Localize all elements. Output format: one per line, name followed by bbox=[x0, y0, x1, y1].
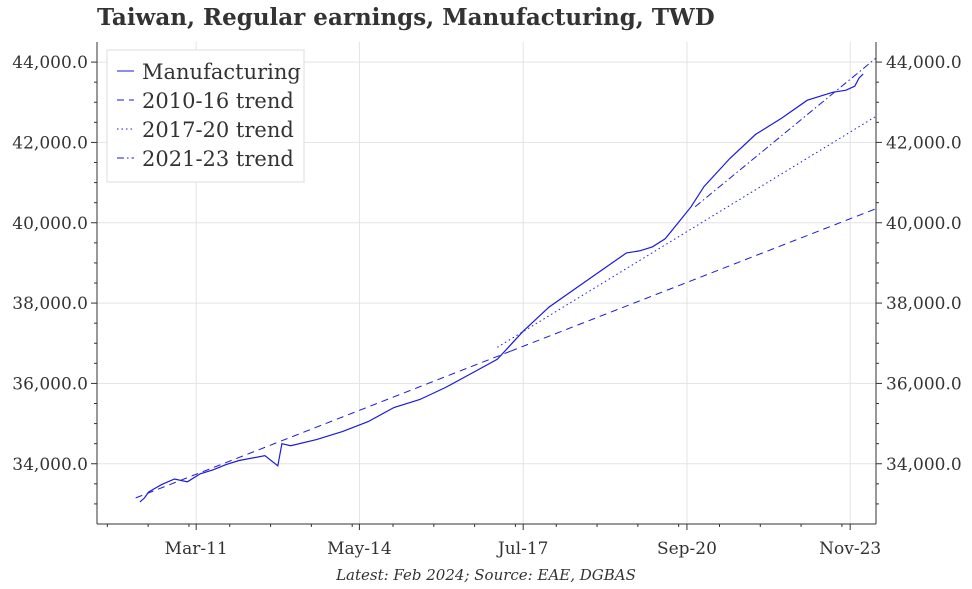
legend-label: 2021-23 trend bbox=[142, 147, 294, 171]
grid bbox=[97, 42, 876, 524]
y-tick-label-right: 40,000.0 bbox=[886, 214, 962, 234]
x-tick-label: May-14 bbox=[327, 539, 392, 559]
legend-box bbox=[106, 49, 305, 183]
y-tick-label-right: 42,000.0 bbox=[886, 133, 962, 153]
y-tick-label-left: 36,000.0 bbox=[12, 374, 88, 394]
y-tick-label-right: 38,000.0 bbox=[886, 294, 962, 314]
y-tick-label-right: 44,000.0 bbox=[886, 53, 962, 73]
axes: 34,000.0 34,000.0 36,000.0 36,000.0 38,000.0… bbox=[12, 42, 962, 559]
series-line-2017-20-trend bbox=[497, 115, 877, 348]
series-line-2010-16-trend bbox=[135, 350, 511, 499]
chart-source: Latest: Feb 2024; Source: EAE, DGBAS bbox=[336, 566, 636, 584]
series-line-2010-16-trend-extension bbox=[510, 208, 877, 352]
series-group bbox=[135, 57, 877, 503]
y-tick-label-left: 40,000.0 bbox=[12, 214, 88, 234]
legend-label: Manufacturing bbox=[142, 60, 301, 84]
y-tick-label-right: 34,000.0 bbox=[886, 455, 962, 475]
y-tick-label-left: 34,000.0 bbox=[12, 455, 88, 475]
x-tick-label: Jul-17 bbox=[496, 539, 549, 559]
legend-label: 2017-20 trend bbox=[142, 118, 294, 142]
legend-label: 2010-16 trend bbox=[142, 89, 294, 113]
x-tick-label: Nov-23 bbox=[819, 539, 881, 559]
legend: Manufacturing 2010-16 trend 2017-20 trend 2… bbox=[106, 49, 305, 183]
x-tick-label: Mar-11 bbox=[165, 539, 228, 559]
y-tick-label-left: 38,000.0 bbox=[12, 294, 88, 314]
y-tick-label-right: 36,000.0 bbox=[886, 374, 962, 394]
y-tick-label-left: 42,000.0 bbox=[12, 133, 88, 153]
series-line-manufacturing bbox=[139, 73, 864, 503]
y-tick-label-left: 44,000.0 bbox=[12, 53, 88, 73]
series-line-2021-23-trend bbox=[694, 57, 877, 208]
chart-title: Taiwan, Regular earnings, Manufacturing,… bbox=[97, 4, 715, 31]
x-tick-label: Sep-20 bbox=[657, 539, 717, 559]
